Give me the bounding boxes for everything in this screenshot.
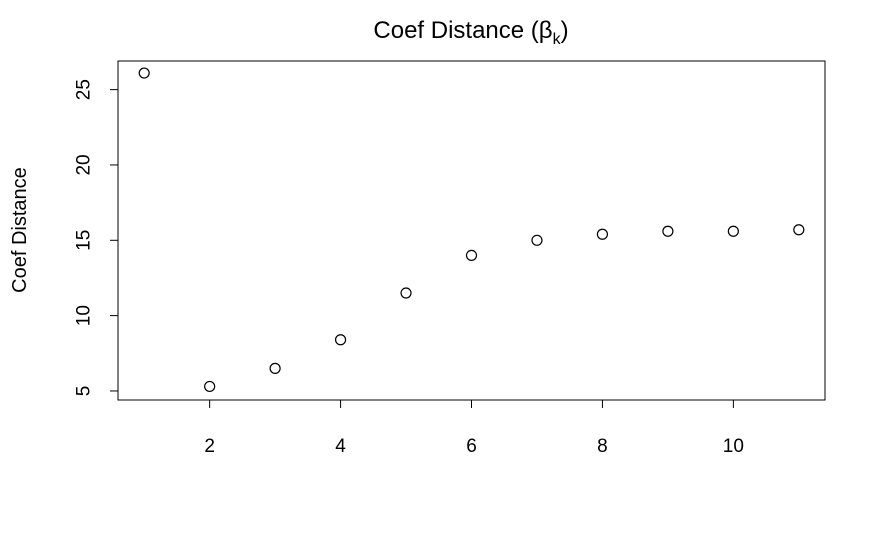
chart-title: Coef Distance (βk) [373, 17, 568, 48]
data-point [334, 334, 347, 346]
data-point [727, 225, 739, 237]
data-point [662, 225, 674, 237]
x-axis: 2 4 6 8 10 [204, 399, 744, 457]
plot-frame [117, 60, 826, 401]
y-tick-label: 25 [74, 79, 95, 100]
y-tick-label: 15 [74, 230, 95, 251]
data-point [531, 234, 543, 246]
data-points [138, 67, 805, 393]
data-point [138, 67, 150, 79]
chart-title-close: ) [561, 17, 569, 44]
data-point [596, 228, 609, 240]
data-point [400, 287, 412, 299]
chart-title-subscript: k [553, 31, 562, 48]
y-tick-label: 20 [74, 154, 95, 175]
y-axis: 5 10 15 20 25 [74, 79, 119, 396]
x-tick-label: 4 [335, 436, 346, 457]
y-tick-label: 5 [74, 386, 95, 397]
chart-title-main: Coef Distance (β [373, 17, 552, 44]
data-point [465, 249, 478, 261]
data-point [269, 362, 281, 374]
y-axis-title: Coef Distance [9, 167, 31, 293]
data-point [793, 224, 805, 236]
y-tick-label: 10 [74, 305, 95, 326]
data-point [204, 380, 216, 393]
x-tick-label: 2 [204, 436, 215, 457]
x-tick-label: 6 [466, 436, 477, 457]
x-tick-label: 10 [723, 436, 744, 457]
x-tick-label: 8 [597, 436, 608, 457]
